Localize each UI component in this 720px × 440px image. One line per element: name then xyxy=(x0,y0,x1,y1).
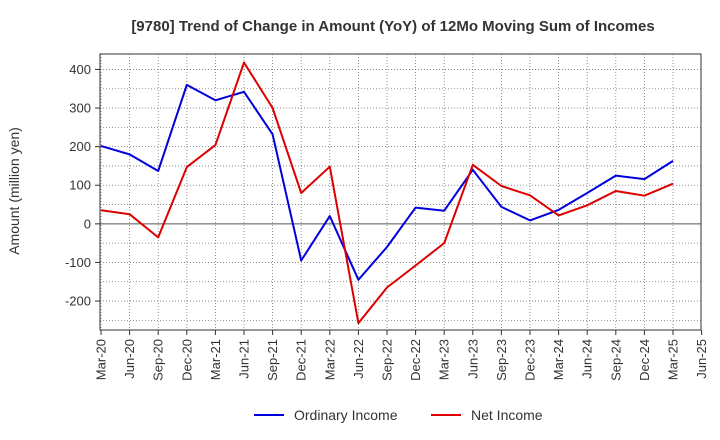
y-tick-label: -200 xyxy=(65,294,91,309)
x-tick-label: Jun-25 xyxy=(694,339,709,379)
x-tick-label: Dec-23 xyxy=(523,339,538,381)
x-tick-label: Dec-20 xyxy=(179,339,194,381)
gridlines xyxy=(100,54,701,330)
series-line xyxy=(100,61,674,325)
x-tick-label: Sep-20 xyxy=(151,339,166,381)
x-tick-label: Jun-22 xyxy=(351,339,366,379)
x-tick-label: Mar-24 xyxy=(551,339,566,380)
x-tick-label: Mar-23 xyxy=(437,339,452,380)
legend-label: Net Income xyxy=(471,407,543,423)
x-tick-label: Jun-24 xyxy=(580,339,595,379)
x-tick-label: Mar-22 xyxy=(322,339,337,380)
x-tick-label: Sep-21 xyxy=(265,339,280,381)
y-tick-label: 400 xyxy=(69,62,91,77)
x-tick-label: Dec-21 xyxy=(294,339,309,381)
x-tick-label: Mar-20 xyxy=(94,339,109,380)
x-tick-label: Sep-22 xyxy=(380,339,395,381)
x-tick-label: Sep-24 xyxy=(608,339,623,381)
chart-title: [9780] Trend of Change in Amount (YoY) o… xyxy=(131,18,654,35)
x-tick-label: Sep-23 xyxy=(494,339,509,381)
y-axis-ticks: -200 -100 0 100 200 300 400 xyxy=(65,62,100,309)
y-tick-label: 300 xyxy=(69,101,91,116)
plot-area xyxy=(99,53,702,331)
x-tick-label: Jun-23 xyxy=(465,339,480,379)
x-tick-label: Dec-24 xyxy=(637,339,652,381)
x-tick-label: Mar-25 xyxy=(666,339,681,380)
legend-label: Ordinary Income xyxy=(294,407,398,423)
x-tick-label: Dec-22 xyxy=(408,339,423,381)
x-tick-label: Jun-21 xyxy=(237,339,252,379)
y-axis-label: Amount (million yen) xyxy=(6,127,22,255)
y-tick-label: -100 xyxy=(65,255,91,270)
x-axis-ticks: Mar-20 Jun-20 Sep-20 Dec-20 Mar-21 Jun-21 Sep-… xyxy=(94,330,709,381)
series-lines xyxy=(100,61,674,325)
legend: Ordinary Income Net Income xyxy=(254,407,543,423)
y-tick-label: 200 xyxy=(69,139,91,154)
x-tick-label: Mar-21 xyxy=(208,339,223,380)
series-line xyxy=(100,83,674,281)
x-tick-label: Jun-20 xyxy=(122,339,137,379)
y-tick-label: 0 xyxy=(84,216,91,231)
y-tick-label: 100 xyxy=(69,178,91,193)
